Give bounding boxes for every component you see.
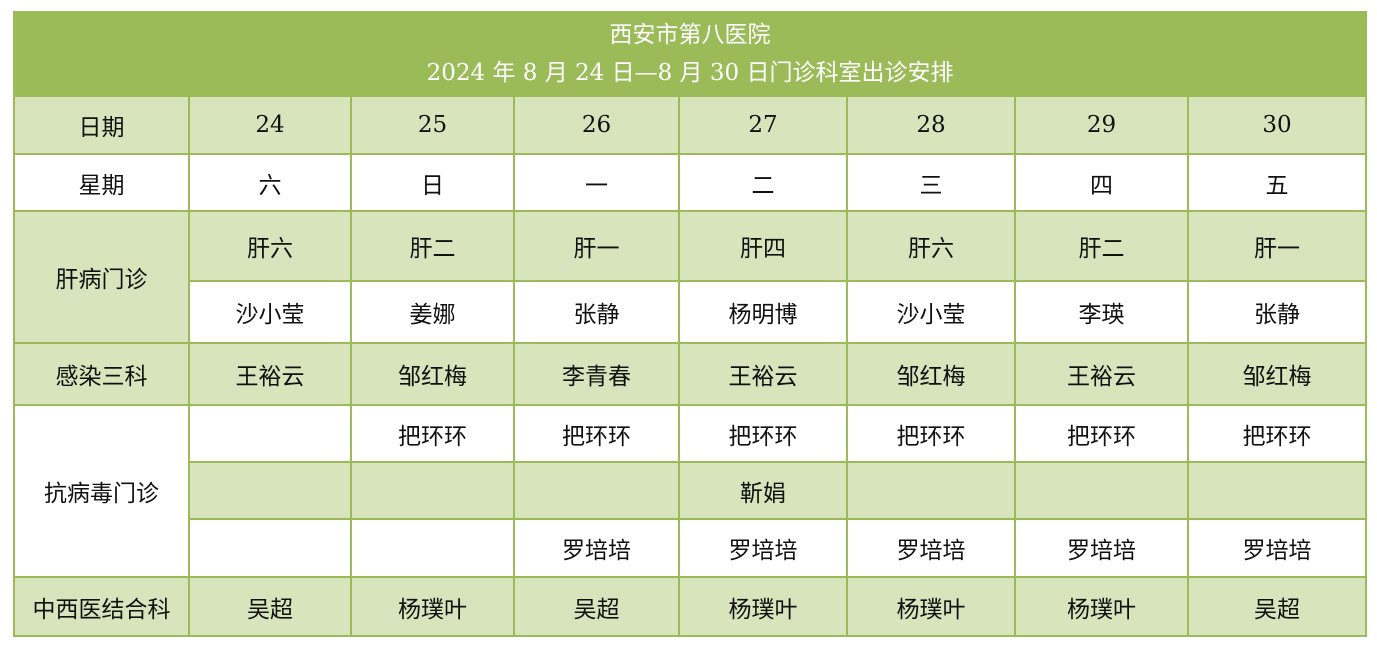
liver-doctor-cell: 姜娜 bbox=[350, 280, 515, 344]
liver-room-cell: 肝四 bbox=[678, 210, 848, 282]
date-cell: 26 bbox=[513, 95, 680, 155]
antiviral-2-cell bbox=[1014, 461, 1189, 520]
weekday-row: 星期六日一二三四五 bbox=[13, 153, 1368, 212]
antiviral-1-cell: 把环环 bbox=[513, 404, 680, 463]
liver-room-cell: 肝二 bbox=[1014, 210, 1189, 282]
antiviral-2-cell bbox=[513, 461, 680, 520]
antiviral-2-cell bbox=[350, 461, 515, 520]
antiviral-3-cell bbox=[188, 518, 352, 578]
antiviral-1-cell: 把环环 bbox=[678, 404, 848, 463]
antiviral-3-cell: 罗培培 bbox=[513, 518, 680, 578]
weekday-cell: 三 bbox=[846, 153, 1016, 212]
antiviral-3-cell: 罗培培 bbox=[1014, 518, 1189, 578]
tcm-cell: 吴超 bbox=[1186, 576, 1368, 637]
antiviral-2-cell bbox=[846, 461, 1016, 520]
table-title: 西安市第八医院 2024 年 8 月 24 日—8 月 30 日门诊科室出诊安排 bbox=[12, 11, 1368, 97]
tcm-label: 中西医结合科 bbox=[13, 576, 190, 637]
liver-room-row: 肝病门诊 肝六 肝二 肝一 肝四 肝六 肝二 肝一 bbox=[13, 210, 1368, 344]
weekday-cell: 四 bbox=[1014, 153, 1189, 212]
date-cell: 30 bbox=[1186, 95, 1368, 155]
liver-doctor-cell: 沙小莹 bbox=[846, 280, 1016, 344]
date-label: 日期 bbox=[13, 95, 190, 155]
liver-room-cell: 肝六 bbox=[188, 210, 352, 282]
liver-doctor-cell: 杨明博 bbox=[678, 280, 848, 344]
liver-doctor-cell: 李瑛 bbox=[1014, 280, 1189, 344]
liver-doctor-row: 沙小莹 姜娜 张静 杨明博 沙小莹 李瑛 张静 bbox=[14, 280, 1368, 344]
tcm-cell: 吴超 bbox=[513, 576, 680, 637]
weekday-label: 星期 bbox=[13, 153, 190, 212]
weekday-cell: 二 bbox=[678, 153, 848, 212]
liver-room-cell: 肝六 bbox=[846, 210, 1016, 282]
antiviral-2-cell: 靳娟 bbox=[678, 461, 848, 520]
date-cell: 28 bbox=[846, 95, 1016, 155]
liver-room-cell: 肝一 bbox=[513, 210, 680, 282]
tcm-cell: 吴超 bbox=[188, 576, 352, 637]
antiviral-3-cell bbox=[350, 518, 515, 578]
tcm-cell: 杨璞叶 bbox=[350, 576, 515, 637]
antiviral-1-row: 抗病毒门诊 把环环 把环环 把环环 把环环 把环环 把环环 bbox=[13, 404, 1368, 578]
infection-cell: 王裕云 bbox=[188, 342, 352, 406]
date-cell: 24 bbox=[188, 95, 352, 155]
liver-room-cell: 肝二 bbox=[350, 210, 515, 282]
antiviral-3-cell: 罗培培 bbox=[1186, 518, 1368, 578]
liver-room-label: 肝病门诊 bbox=[13, 210, 190, 344]
antiviral-3-row: 罗培培 罗培培 罗培培 罗培培 罗培培 bbox=[14, 518, 1368, 578]
weekday-cell: 六 bbox=[188, 153, 352, 212]
antiviral-2-cell bbox=[1186, 461, 1368, 520]
infection-cell: 邹红梅 bbox=[846, 342, 1016, 406]
antiviral-2-cell bbox=[188, 461, 352, 520]
infection-cell: 邹红梅 bbox=[350, 342, 515, 406]
date-cell: 27 bbox=[678, 95, 848, 155]
weekday-cell: 一 bbox=[513, 153, 680, 212]
schedule-subtitle: 2024 年 8 月 24 日—8 月 30 日门诊科室出诊安排 bbox=[426, 60, 954, 86]
infection-row: 感染三科 王裕云 邹红梅 李青春 王裕云 邹红梅 王裕云 邹红梅 bbox=[13, 342, 1368, 406]
liver-doctor-cell: 张静 bbox=[513, 280, 680, 344]
antiviral-3-cell: 罗培培 bbox=[678, 518, 848, 578]
date-cell: 29 bbox=[1014, 95, 1189, 155]
antiviral-1-cell: 把环环 bbox=[1186, 404, 1368, 463]
liver-doctor-cell: 张静 bbox=[1186, 280, 1368, 344]
tcm-cell: 杨璞叶 bbox=[1014, 576, 1189, 637]
tcm-row: 中西医结合科 吴超 杨璞叶 吴超 杨璞叶 杨璞叶 杨璞叶 吴超 bbox=[13, 576, 1368, 637]
antiviral-1-cell: 把环环 bbox=[846, 404, 1016, 463]
infection-cell: 邹红梅 bbox=[1186, 342, 1368, 406]
schedule-table: 西安市第八医院 2024 年 8 月 24 日—8 月 30 日门诊科室出诊安排… bbox=[12, 11, 1368, 637]
infection-cell: 王裕云 bbox=[1014, 342, 1189, 406]
antiviral-1-cell: 把环环 bbox=[1014, 404, 1189, 463]
infection-cell: 王裕云 bbox=[678, 342, 848, 406]
liver-doctor-cell: 沙小莹 bbox=[188, 280, 352, 344]
tcm-cell: 杨璞叶 bbox=[678, 576, 848, 637]
infection-cell: 李青春 bbox=[513, 342, 680, 406]
weekday-cell: 五 bbox=[1186, 153, 1368, 212]
antiviral-3-cell: 罗培培 bbox=[846, 518, 1016, 578]
tcm-cell: 杨璞叶 bbox=[846, 576, 1016, 637]
date-row: 日期 24 25 26 27 28 29 30 bbox=[13, 95, 1368, 155]
infection-label: 感染三科 bbox=[13, 342, 190, 406]
weekday-cell: 日 bbox=[350, 153, 515, 212]
antiviral-1-cell: 把环环 bbox=[350, 404, 515, 463]
liver-room-cell: 肝一 bbox=[1186, 210, 1368, 282]
antiviral-2-row: 靳娟 bbox=[14, 461, 1368, 520]
antiviral-1-label: 抗病毒门诊 bbox=[13, 404, 190, 578]
hospital-name: 西安市第八医院 bbox=[609, 22, 771, 48]
date-cell: 25 bbox=[350, 95, 515, 155]
antiviral-1-cell bbox=[188, 404, 352, 463]
